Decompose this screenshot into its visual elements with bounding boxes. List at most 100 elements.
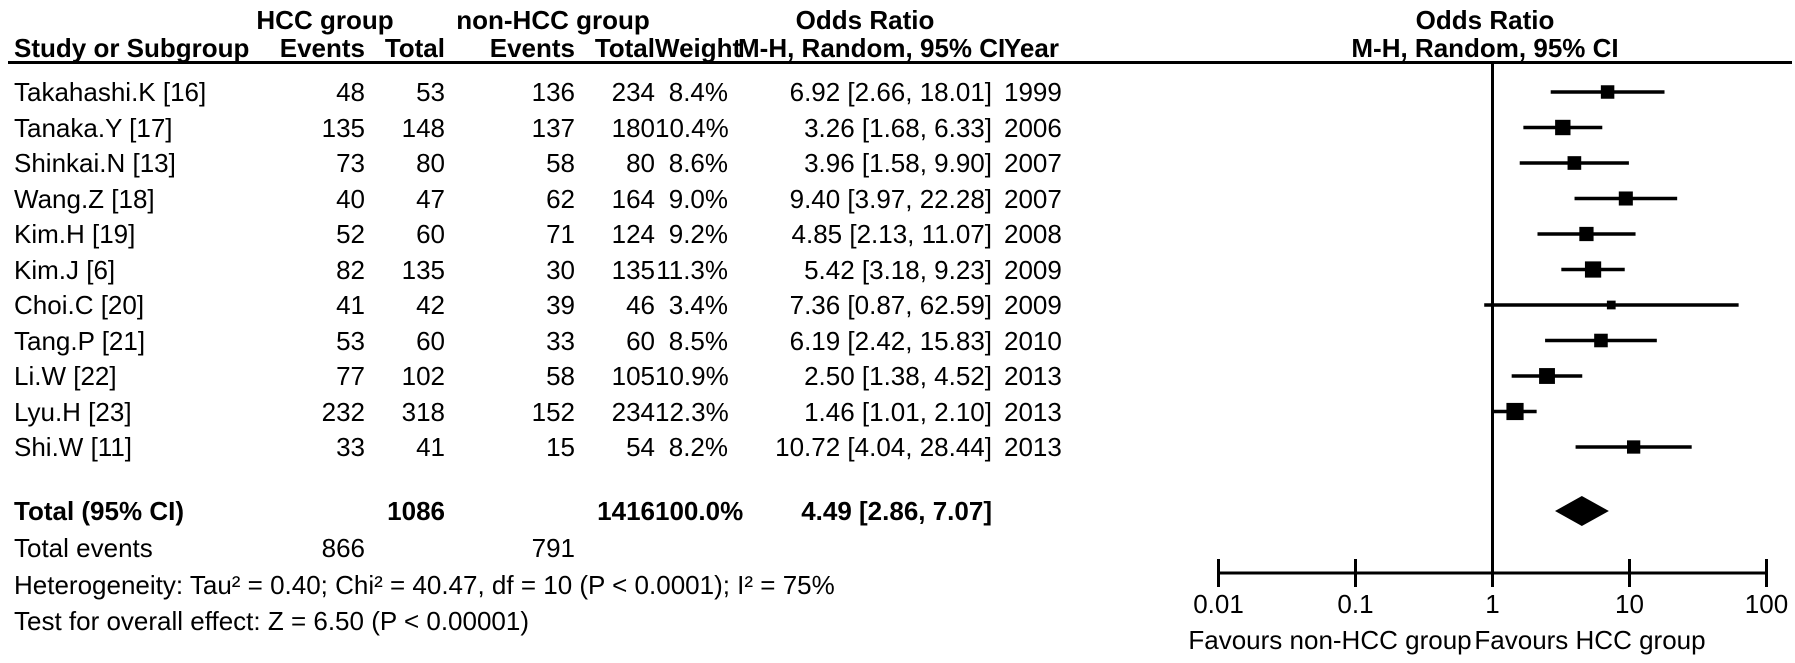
odds-ratio-ci-text: 1.46 [1.01, 2.10]: [804, 396, 992, 427]
effect-square: [1626, 440, 1641, 454]
non-hcc-total: 234: [611, 77, 655, 107]
axis-tick-label: 0.01: [1193, 589, 1244, 619]
pooled-diamond: [1555, 496, 1609, 526]
header-weight: Weight: [655, 33, 742, 63]
header-odds-ratio-col: Odds Ratio: [795, 5, 935, 35]
header-underline: [8, 61, 1792, 64]
effect-square: [1584, 261, 1602, 278]
non-hcc-events: 30: [546, 254, 575, 285]
pooled-ci-text: 4.49 [2.86, 7.07]: [801, 496, 992, 526]
total-events-hcc: 866: [321, 533, 365, 563]
axis-tick-label: 100: [1744, 589, 1789, 619]
hcc-total: 42: [416, 290, 445, 320]
non-hcc-events: 71: [546, 219, 575, 249]
hcc-total: 41: [416, 432, 445, 462]
header-method-col: M-H, Random, 95% CI: [738, 33, 1006, 63]
favours-right-label: Favours HCC group: [1474, 625, 1706, 655]
odds-ratio-ci-text: 4.85 [2.13, 11.07]: [791, 219, 992, 249]
year-value: 2007: [1004, 183, 1062, 214]
pooled-hcc-total: 1086: [387, 496, 445, 526]
non-hcc-events: 136: [531, 77, 575, 107]
non-hcc-events: 137: [531, 112, 575, 143]
favours-left-label: Favours non-HCC group: [1188, 625, 1472, 655]
weight-value: 3.4%: [668, 290, 728, 320]
weight-value: 8.2%: [668, 432, 728, 462]
effect-square: [1555, 119, 1571, 136]
hcc-total: 60: [416, 219, 445, 249]
weight-value: 10.9%: [655, 361, 729, 391]
non-hcc-total: 135: [611, 254, 655, 285]
non-hcc-events: 62: [546, 183, 575, 214]
odds-ratio-ci-text: 6.19 [2.42, 15.83]: [789, 325, 992, 356]
year-value: 2006: [1004, 112, 1062, 143]
hcc-events: 48: [336, 77, 365, 107]
hcc-events: 77: [336, 361, 365, 391]
overall-effect-text: Test for overall effect: Z = 6.50 (P < 0…: [14, 606, 529, 636]
year-value: 2007: [1004, 148, 1062, 178]
total-events-label: Total events: [14, 533, 153, 563]
effect-square: [1594, 333, 1608, 348]
non-hcc-events: 39: [546, 290, 575, 320]
axis-tick-label: 0.1: [1337, 589, 1374, 619]
year-value: 2010: [1004, 325, 1062, 356]
non-hcc-total: 164: [611, 183, 655, 214]
non-hcc-events: 15: [546, 432, 575, 462]
non-hcc-events: 58: [546, 361, 575, 391]
non-hcc-events: 33: [546, 325, 575, 356]
odds-ratio-ci-text: 6.92 [2.66, 18.01]: [789, 77, 992, 107]
hcc-events: 135: [321, 112, 365, 143]
hcc-events: 41: [336, 290, 365, 320]
weight-value: 8.6%: [668, 148, 728, 178]
year-value: 2013: [1004, 361, 1062, 391]
study-name: Kim.J [6]: [14, 254, 116, 285]
header-total-hcc: Total: [384, 33, 445, 63]
hcc-events: 82: [336, 254, 365, 285]
study-name: Shi.W [11]: [14, 432, 133, 462]
hcc-total: 60: [416, 325, 445, 356]
non-hcc-total: 54: [626, 432, 655, 462]
effect-square: [1567, 156, 1582, 170]
weight-value: 9.2%: [668, 219, 728, 249]
hcc-events: 33: [336, 432, 365, 462]
study-name: Tang.P [21]: [14, 325, 146, 356]
hcc-total: 102: [401, 361, 445, 391]
study-name: Takahashi.K [16]: [14, 77, 207, 107]
pooled-nonhcc-total: 1416: [597, 496, 655, 526]
non-hcc-total: 105: [611, 361, 655, 391]
effect-square: [1506, 402, 1524, 421]
weight-value: 11.3%: [656, 254, 728, 285]
effect-square: [1618, 191, 1633, 206]
study-name: Wang.Z [18]: [14, 183, 155, 214]
study-name: Kim.H [19]: [14, 219, 136, 249]
header-events-nonhcc: Events: [489, 33, 575, 63]
weight-value: 8.5%: [668, 325, 728, 356]
effect-square: [1539, 368, 1555, 384]
odds-ratio-ci-text: 3.96 [1.58, 9.90]: [804, 148, 992, 178]
year-value: 2013: [1004, 396, 1062, 427]
non-hcc-total: 80: [626, 148, 655, 178]
odds-ratio-ci-text: 3.26 [1.68, 6.33]: [804, 112, 992, 143]
weight-value: 12.3%: [655, 396, 729, 427]
odds-ratio-ci-text: 7.36 [0.87, 62.59]: [789, 290, 992, 320]
year-value: 2009: [1004, 254, 1062, 285]
year-value: 2013: [1004, 432, 1062, 462]
header-study: Study or Subgroup: [14, 33, 250, 63]
year-value: 1999: [1004, 77, 1062, 107]
total-events-nonhcc: 791: [531, 533, 575, 563]
header-method-plot: M-H, Random, 95% CI: [1351, 33, 1619, 63]
header-odds-ratio-plot: Odds Ratio: [1415, 5, 1555, 35]
year-value: 2008: [1004, 219, 1062, 249]
hcc-total: 148: [401, 112, 445, 143]
effect-square: [1600, 85, 1615, 99]
hcc-total: 47: [416, 183, 445, 214]
hcc-events: 73: [336, 148, 365, 178]
hcc-events: 232: [321, 396, 365, 427]
axis-tick-label: 1: [1485, 589, 1500, 619]
header-total-nonhcc: Total: [594, 33, 655, 63]
hcc-events: 53: [336, 325, 365, 356]
header-events-hcc: Events: [279, 33, 365, 63]
study-name: Lyu.H [23]: [14, 396, 132, 427]
effect-square: [1579, 226, 1594, 242]
study-name: Shinkai.N [13]: [14, 148, 176, 178]
